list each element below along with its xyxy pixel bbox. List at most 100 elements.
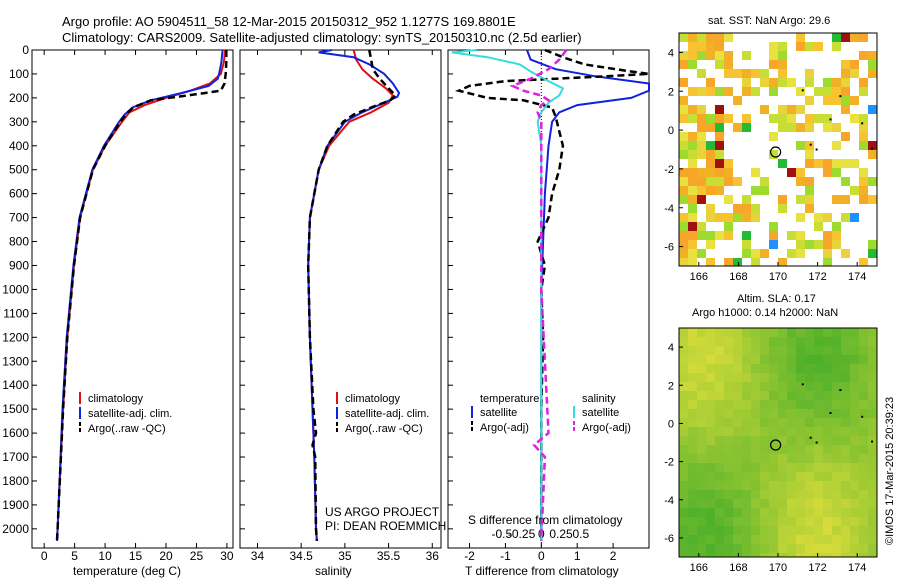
sla-map-title-line-2: Argo h1000: 0.14 h2000: NaN <box>692 307 838 319</box>
heatmap-cell <box>706 186 715 195</box>
heatmap-cell <box>706 427 715 436</box>
heatmap-cell <box>805 186 814 195</box>
heatmap-cell <box>760 427 769 436</box>
heatmap-cell <box>760 409 769 418</box>
heatmap-cell <box>751 553 760 557</box>
heatmap-cell <box>679 186 688 195</box>
heatmap-cell <box>850 553 859 557</box>
heatmap-cell <box>787 508 796 517</box>
heatmap-cell <box>679 168 688 177</box>
heatmap-cell <box>823 346 832 355</box>
heatmap-cell <box>841 96 850 105</box>
series-line-argo <box>306 49 398 541</box>
heatmap-cell <box>850 535 859 544</box>
heatmap-cell <box>688 526 697 535</box>
heatmap-cell <box>868 391 877 400</box>
heatmap-cell <box>733 258 742 266</box>
heatmap-cell <box>841 249 850 258</box>
heatmap-cell <box>724 60 733 69</box>
heatmap-cell <box>859 364 868 373</box>
heatmap-cell <box>688 346 697 355</box>
heatmap-cell <box>850 517 859 526</box>
heatmap-cell <box>724 355 733 364</box>
heatmap-cell <box>688 168 697 177</box>
heatmap-cell <box>715 418 724 427</box>
heatmap-cell <box>859 141 868 150</box>
heatmap-cell <box>742 499 751 508</box>
heatmap-cell <box>706 553 715 557</box>
heatmap-cell <box>769 51 778 60</box>
x-tick-label: 174 <box>848 271 866 283</box>
heatmap-cell <box>823 87 832 96</box>
heatmap-cell <box>868 463 877 472</box>
heatmap-cell <box>814 454 823 463</box>
heatmap-cell <box>697 391 706 400</box>
y-tick-label: 500 <box>9 163 29 177</box>
heatmap-cell <box>769 490 778 499</box>
x-tick-label: 172 <box>808 271 826 283</box>
heatmap-cell <box>688 490 697 499</box>
heatmap-cell <box>796 105 805 114</box>
argo-location-marker <box>770 146 782 158</box>
heatmap-cell <box>688 553 697 557</box>
heatmap-cell <box>805 355 814 364</box>
heatmap-cell <box>787 78 796 87</box>
heatmap-cell <box>697 69 706 78</box>
heatmap-cell <box>832 508 841 517</box>
heatmap-cell <box>850 409 859 418</box>
heatmap-cell <box>859 177 868 186</box>
heatmap-cell <box>787 499 796 508</box>
x-tick-label: 170 <box>769 562 787 574</box>
heatmap-cell <box>760 517 769 526</box>
heatmap-cell <box>679 490 688 499</box>
heatmap-cell <box>742 409 751 418</box>
heatmap-cell <box>868 355 877 364</box>
heatmap-cell <box>805 445 814 454</box>
y-tick-label: 1800 <box>2 474 29 488</box>
heatmap-cell <box>769 346 778 355</box>
heatmap-cell <box>706 472 715 481</box>
heatmap-cell <box>742 382 751 391</box>
heatmap-cell <box>832 418 841 427</box>
heatmap-cell <box>796 436 805 445</box>
legend-header-salinity: salinity <box>582 393 616 405</box>
y-tick-label: 400 <box>9 139 29 153</box>
heatmap-cell <box>715 391 724 400</box>
heatmap-cell <box>832 328 841 337</box>
heatmap-cell <box>697 409 706 418</box>
heatmap-cell <box>778 60 787 69</box>
heatmap-cell <box>751 499 760 508</box>
heatmap-cell <box>859 123 868 132</box>
heatmap-cell <box>850 337 859 346</box>
heatmap-cell <box>814 87 823 96</box>
heatmap-cell <box>715 231 724 240</box>
x-tick-label: 2 <box>610 549 617 563</box>
heatmap-cell <box>715 499 724 508</box>
heatmap-cell <box>697 51 706 60</box>
heatmap-cell <box>814 499 823 508</box>
heatmap-cell <box>796 526 805 535</box>
heatmap-cell <box>751 409 760 418</box>
heatmap-cell <box>814 463 823 472</box>
heatmap-cell <box>841 328 850 337</box>
heatmap-cell <box>832 159 841 168</box>
heatmap-cell <box>733 391 742 400</box>
heatmap-cell <box>823 517 832 526</box>
heatmap-cell <box>814 418 823 427</box>
heatmap-cell <box>679 60 688 69</box>
heatmap-cell <box>688 328 697 337</box>
y-tick-label: 0 <box>668 125 674 137</box>
heatmap-cell <box>832 553 841 557</box>
heatmap-cell <box>724 544 733 553</box>
heatmap-cell <box>760 355 769 364</box>
legend-header-temperature: temperature <box>480 393 539 405</box>
heatmap-cell <box>733 499 742 508</box>
heatmap-cell <box>805 114 814 123</box>
heatmap-cell <box>805 69 814 78</box>
heatmap-cell <box>706 213 715 222</box>
legend-label: Argo(..raw -QC) <box>345 423 423 435</box>
heatmap-cell <box>868 141 877 150</box>
heatmap-cell <box>724 382 733 391</box>
heatmap-cell <box>796 373 805 382</box>
